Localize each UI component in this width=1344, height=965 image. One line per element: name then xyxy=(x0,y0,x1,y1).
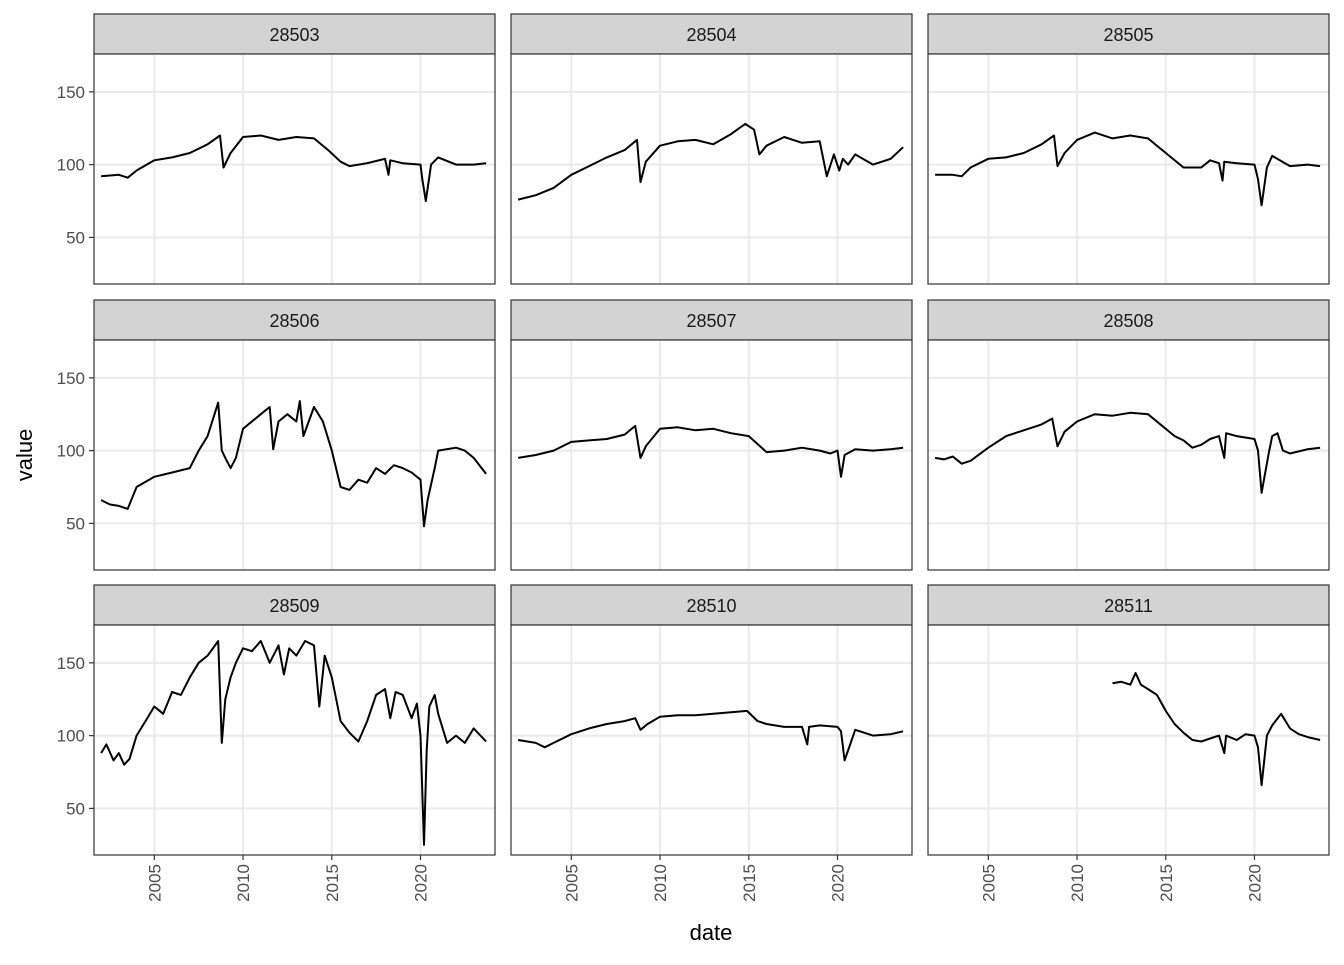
y-tick-label: 150 xyxy=(57,369,85,388)
facet-strip xyxy=(510,13,913,55)
series-line xyxy=(935,131,1321,207)
facet-strip xyxy=(927,299,1330,341)
y-tick-label: 100 xyxy=(57,156,85,175)
panel-border xyxy=(927,339,1330,571)
facet-panel-28509: 28509 50 100 150 2005 2010 2015 2020 xyxy=(57,584,496,902)
facet-strip xyxy=(927,584,1330,626)
series-line xyxy=(100,400,487,528)
x-tick-label: 2005 xyxy=(145,864,164,902)
facet-panel-28510: 28510 2005 2010 2015 2020 xyxy=(510,584,913,902)
facet-strip-label: 28511 xyxy=(1104,596,1153,616)
x-tick-label: 2005 xyxy=(979,864,998,902)
facet-panel-28504: 28504 xyxy=(510,13,913,285)
panel-border xyxy=(93,339,496,571)
facet-panel-28508: 28508 xyxy=(927,299,1330,571)
facet-strip-label: 28506 xyxy=(269,311,319,331)
x-tick-label: 2015 xyxy=(740,864,759,902)
facet-strip xyxy=(93,584,496,626)
facet-strip-label: 28508 xyxy=(1103,311,1153,331)
x-tick-label: 2020 xyxy=(828,864,847,902)
facet-strip-label: 28504 xyxy=(686,25,736,45)
series-line xyxy=(1112,672,1321,787)
x-tick-label: 2005 xyxy=(562,864,581,902)
facet-strip xyxy=(93,299,496,341)
series-line xyxy=(100,640,487,846)
panel-border xyxy=(93,53,496,285)
x-tick-label: 2010 xyxy=(1068,864,1087,902)
y-tick-label: 100 xyxy=(57,442,85,461)
facet-panel-28503: 28503 50 100 150 xyxy=(57,13,496,285)
facet-panel-28511: 28511 2005 2010 2015 2020 xyxy=(927,584,1330,902)
panel-border xyxy=(510,339,913,571)
y-tick-label: 50 xyxy=(66,514,85,533)
series-line xyxy=(517,122,904,201)
x-tick-label: 2015 xyxy=(1157,864,1176,902)
facet-strip-label: 28503 xyxy=(269,25,319,45)
facet-panel-28507: 28507 xyxy=(510,299,913,571)
facet-strip xyxy=(93,13,496,55)
facet-strip-label: 28507 xyxy=(686,311,736,331)
facet-strip-label: 28510 xyxy=(686,596,736,616)
x-tick-label: 2020 xyxy=(1245,864,1264,902)
x-tick-label: 2015 xyxy=(323,864,342,902)
panel-border xyxy=(510,53,913,285)
facet-panel-28505: 28505 xyxy=(927,13,1330,285)
x-tick-label: 2010 xyxy=(234,864,253,902)
series-line xyxy=(934,411,1321,494)
panel-border xyxy=(510,624,913,856)
facet-strip-label: 28509 xyxy=(269,596,319,616)
y-tick-label: 150 xyxy=(57,654,85,673)
x-axis-title: date xyxy=(690,920,733,945)
y-axis-title: value xyxy=(12,429,37,482)
panel-border xyxy=(927,624,1330,856)
facet-strip xyxy=(927,13,1330,55)
panel-border xyxy=(927,53,1330,285)
series-line xyxy=(101,134,487,202)
facet-panel-28506: 28506 50 100 150 xyxy=(57,299,496,571)
series-line xyxy=(517,709,904,762)
x-tick-label: 2020 xyxy=(411,864,430,902)
y-tick-label: 150 xyxy=(57,83,85,102)
series-line xyxy=(517,424,904,478)
y-tick-label: 100 xyxy=(57,727,85,746)
y-tick-label: 50 xyxy=(66,799,85,818)
x-tick-label: 2010 xyxy=(651,864,670,902)
facet-strip-label: 28505 xyxy=(1103,25,1153,45)
panel-border xyxy=(93,624,496,856)
y-tick-label: 50 xyxy=(66,228,85,247)
